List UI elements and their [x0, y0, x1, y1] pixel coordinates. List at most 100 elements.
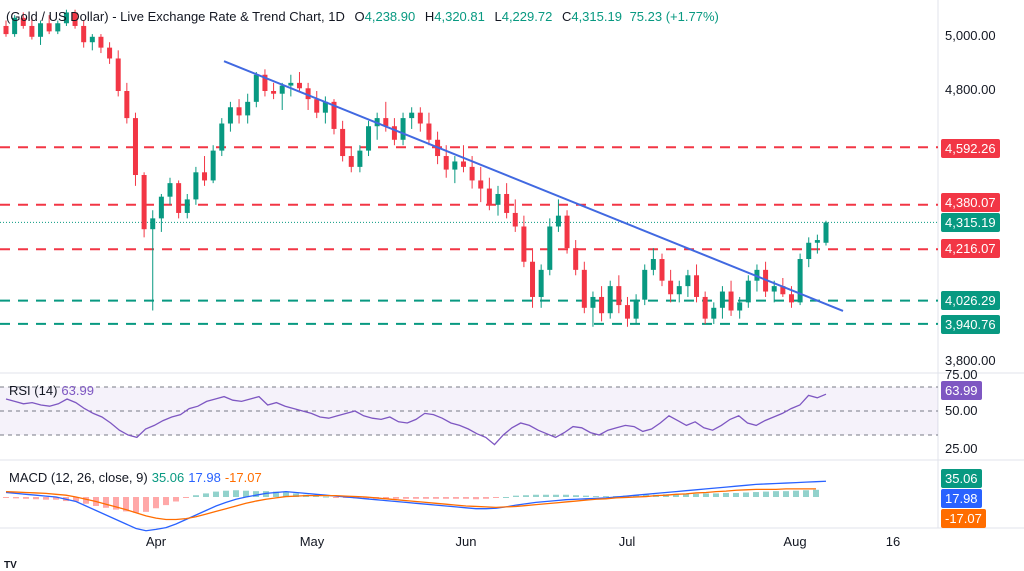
candle [409, 112, 415, 119]
candle [564, 215, 570, 249]
horizontal-levels [0, 146, 938, 325]
candle [115, 58, 121, 91]
macd-histogram-bar [423, 497, 429, 499]
candle [176, 183, 182, 213]
candle [633, 299, 639, 319]
candle [694, 275, 700, 297]
macd-histogram-bar [173, 497, 179, 502]
macd-histogram-bar [13, 497, 19, 499]
candle [29, 25, 35, 37]
macd-histogram-bar [503, 497, 509, 498]
macd-histogram-bar [123, 497, 129, 512]
candle [210, 150, 216, 181]
rsi-tick: 75.00 [945, 367, 978, 382]
change-value: 75.23 (+1.77%) [629, 9, 719, 24]
candle [607, 286, 613, 314]
macd-histogram-bar [313, 495, 319, 497]
macd-histogram-bar [223, 490, 229, 497]
macd-histogram-bar [633, 495, 639, 497]
candle [262, 74, 268, 91]
macd-histogram-bar [603, 496, 609, 498]
candle [771, 286, 777, 292]
price-tick: 4,800.00 [945, 82, 996, 97]
macd-histogram-bar [193, 495, 199, 497]
macd-label[interactable]: MACD (12, 26, close, 9) 35.06 17.98 -17.07 [9, 470, 262, 485]
candle [46, 23, 52, 32]
candle [814, 240, 820, 243]
macd-histogram-bar [813, 489, 819, 497]
candle [581, 269, 587, 308]
candle [426, 123, 432, 140]
candle [823, 222, 829, 243]
candle [745, 280, 751, 303]
candle [486, 188, 492, 205]
macd-histogram-bar [573, 495, 579, 497]
macd-histogram-bar [73, 497, 79, 502]
candle [184, 199, 190, 213]
macd-histogram-bar [543, 494, 549, 497]
candle [417, 112, 423, 124]
macd-histogram-bar [643, 494, 649, 497]
macd-histogram-bar [783, 491, 789, 497]
candle [314, 99, 320, 113]
macd-histogram-bar [563, 494, 569, 497]
macd-line-tag: 17.98 [941, 489, 982, 508]
candle [366, 126, 372, 151]
rsi-value: 63.99 [61, 383, 94, 398]
macd-histogram-bar [263, 491, 269, 497]
candle [150, 218, 156, 230]
macd-title: MACD (12, 26, close, 9) [9, 470, 148, 485]
macd-histogram-bar [213, 491, 219, 497]
price-tick: 3,800.00 [945, 353, 996, 368]
candle [547, 226, 553, 270]
candle [20, 17, 26, 26]
tradingview-logo: TV [4, 560, 17, 571]
level-tag: 4,592.26 [941, 139, 1000, 158]
macd-hist-tag: 35.06 [941, 469, 982, 488]
candle [512, 212, 518, 227]
chart-header: (Gold / US Dollar) - Live Exchange Rate … [6, 9, 719, 24]
candle [132, 118, 138, 176]
macd-histogram-bar [183, 497, 189, 498]
rsi-label[interactable]: RSI (14) 63.99 [9, 383, 94, 398]
candle [3, 25, 9, 35]
candle [719, 291, 725, 308]
macd-histogram-bar [133, 497, 139, 513]
macd-hist-value: 35.06 [151, 470, 185, 485]
candle [797, 259, 803, 303]
macd-histogram-bar [753, 492, 759, 497]
open-value: 4,238.90 [364, 9, 416, 24]
rsi-band [0, 387, 938, 435]
macd-histogram-bar [713, 493, 719, 497]
candle [253, 74, 259, 102]
candle [530, 261, 536, 297]
candle [55, 23, 61, 32]
macd-histogram-bar [243, 490, 249, 497]
macd-histogram-bar [53, 497, 59, 500]
macd-histogram-bar [763, 491, 769, 497]
macd-histogram-bar [203, 493, 209, 497]
candle [279, 85, 285, 94]
macd-histogram-bar [3, 497, 9, 498]
time-tick: Jul [618, 534, 636, 549]
time-tick: Aug [783, 534, 807, 549]
macd-histogram-bar [233, 490, 239, 497]
candle [668, 280, 674, 295]
rsi-tick: 25.00 [945, 441, 978, 456]
macd-histogram-bar [493, 497, 499, 498]
macd-signal-tag: -17.07 [941, 509, 986, 528]
candle [521, 226, 527, 262]
macd-line [5, 480, 827, 532]
low-key: L [494, 9, 502, 24]
macd-histogram-bar [143, 497, 149, 512]
candle [383, 118, 389, 127]
macd-pane [3, 480, 827, 532]
macd-histogram-bar [413, 497, 419, 499]
candle [340, 128, 346, 157]
candle [737, 302, 743, 311]
trendline [223, 60, 844, 312]
candle [236, 107, 242, 116]
macd-histogram-bar [473, 497, 479, 500]
candle [806, 242, 812, 260]
